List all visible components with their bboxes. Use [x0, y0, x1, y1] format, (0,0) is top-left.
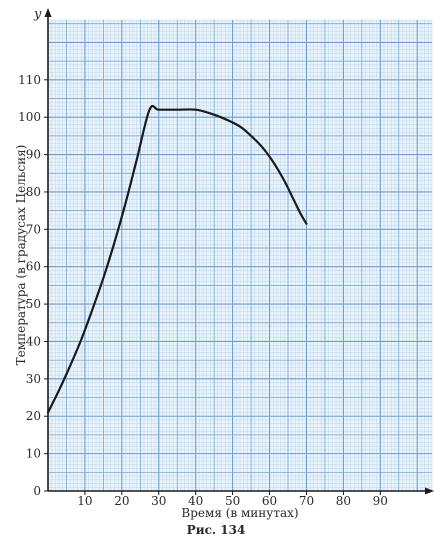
x-tick-label: 90 — [373, 494, 388, 508]
y-tick-label: 110 — [18, 73, 41, 87]
y-axis-letter: y — [33, 7, 42, 22]
x-tick-label: 10 — [77, 494, 92, 508]
y-axis-arrowhead — [45, 8, 52, 17]
x-tick-label: 80 — [336, 494, 351, 508]
figure-caption: Рис. 134 — [187, 523, 246, 536]
y-tick-label: 90 — [26, 148, 41, 162]
y-tick-label: 70 — [26, 222, 41, 236]
y-tick-label: 20 — [26, 409, 41, 423]
y-tick-label: 10 — [26, 447, 41, 461]
y-tick-label: 40 — [26, 334, 41, 348]
y-tick-label: 100 — [18, 110, 41, 124]
y-tick-label: 60 — [26, 260, 41, 274]
x-tick-label: 20 — [114, 494, 129, 508]
x-axis-title: Время (в минутах) — [181, 506, 298, 520]
y-tick-label: 30 — [26, 372, 41, 386]
y-tick-label: 0 — [33, 484, 41, 498]
x-tick-label: 70 — [299, 494, 314, 508]
y-axis-title: Температура (в градусах Цельсия) — [14, 145, 28, 366]
x-tick-label: 30 — [151, 494, 166, 508]
y-tick-label: 50 — [26, 297, 41, 311]
y-tick-label: 80 — [26, 185, 41, 199]
